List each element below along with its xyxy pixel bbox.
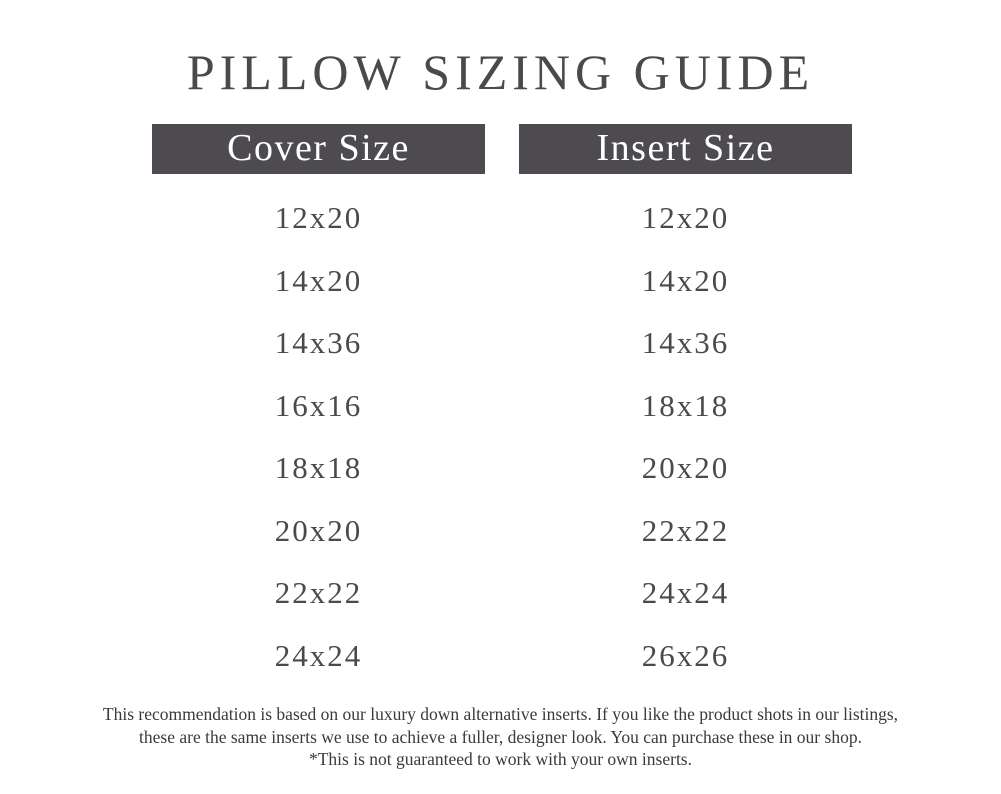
footnote-line: *This is not guaranteed to work with you… [308, 749, 692, 769]
footnote-line: This recommendation is based on our luxu… [102, 704, 899, 724]
insert-size-column: Insert Size 12x20 14x20 14x36 18x18 20x2… [519, 124, 852, 692]
cover-size-item: 18x18 [274, 450, 363, 485]
cover-size-item: 24x24 [274, 637, 363, 673]
cover-size-item: 12x20 [274, 200, 363, 235]
cover-size-item: 14x20 [274, 262, 363, 298]
cover-size-list: 12x20 14x20 14x36 16x16 18x18 20x20 22x2… [152, 192, 485, 692]
cover-size-item: 16x16 [274, 387, 363, 423]
cover-size-item: 22x22 [274, 575, 363, 610]
footnote-line: these are the same inserts we use to ach… [139, 726, 862, 747]
insert-size-item: 14x20 [641, 262, 730, 298]
cover-size-item: 14x36 [274, 325, 363, 360]
cover-size-header: Cover Size [152, 124, 485, 174]
insert-size-item: 20x20 [641, 450, 730, 485]
insert-size-header: Insert Size [519, 124, 852, 174]
insert-size-item: 22x22 [641, 512, 730, 548]
cover-size-item: 20x20 [274, 512, 363, 548]
insert-size-item: 18x18 [641, 387, 730, 423]
footnote: This recommendation is based on our luxu… [0, 703, 1001, 771]
insert-size-item: 24x24 [641, 575, 730, 610]
page-title: PILLOW SIZING GUIDE [186, 44, 815, 100]
insert-size-item: 14x36 [641, 325, 730, 360]
insert-size-item: 26x26 [641, 637, 730, 673]
insert-size-list: 12x20 14x20 14x36 18x18 20x20 22x22 24x2… [519, 192, 852, 692]
insert-size-item: 12x20 [641, 200, 730, 235]
cover-size-column: Cover Size 12x20 14x20 14x36 16x16 18x18… [152, 124, 485, 692]
